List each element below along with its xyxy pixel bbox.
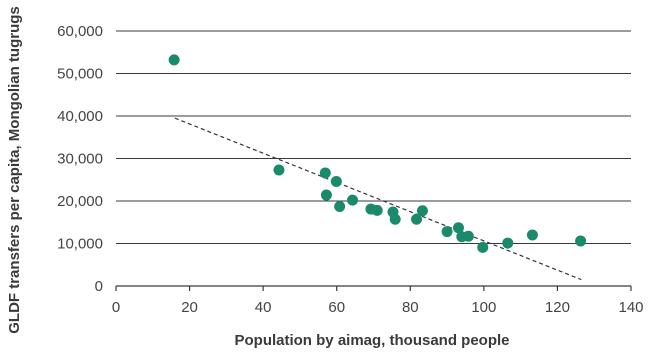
- y-tick-label: 10,000: [57, 236, 103, 253]
- data-point: [389, 213, 401, 225]
- x-tick-label: 20: [181, 299, 198, 316]
- data-point: [319, 167, 331, 179]
- y-tick-label: 40,000: [57, 108, 103, 125]
- data-point: [416, 205, 428, 217]
- tick-labels: 0 10,000 20,000 30,000 40,000 50,000 60,000 0 20…: [57, 23, 643, 316]
- trendline: [174, 117, 582, 281]
- x-tick-label: 80: [402, 299, 419, 316]
- data-point: [411, 213, 423, 225]
- data-point: [371, 204, 383, 216]
- data-point: [273, 164, 285, 176]
- x-tick-label: 0: [112, 299, 120, 316]
- data-point: [575, 235, 587, 247]
- y-tick-label: 20,000: [57, 193, 103, 210]
- data-point: [441, 226, 453, 238]
- data-point: [477, 241, 489, 253]
- y-axis-label: GLDF transfers per capita, Mongolian tug…: [6, 6, 23, 334]
- x-tick-label: 40: [255, 299, 272, 316]
- x-axis-label: Population by aimag, thousand people: [234, 332, 509, 349]
- data-point: [462, 230, 474, 242]
- x-tick-label: 120: [545, 299, 570, 316]
- data-point: [334, 201, 346, 213]
- data-point: [452, 222, 464, 234]
- y-tick-label: 60,000: [57, 23, 103, 40]
- y-tick-label: 0: [95, 278, 103, 295]
- x-tick-label: 100: [471, 299, 496, 316]
- data-point: [526, 229, 538, 241]
- data-points: [168, 54, 587, 253]
- data-point: [168, 54, 180, 66]
- gridlines: [115, 30, 632, 291]
- x-tick-label: 60: [328, 299, 345, 316]
- data-point: [502, 237, 514, 249]
- x-tick-label: 140: [618, 299, 643, 316]
- trendline-layer: [174, 117, 582, 281]
- data-point: [320, 189, 332, 201]
- data-point: [347, 194, 359, 206]
- data-point: [330, 175, 342, 187]
- y-tick-label: 50,000: [57, 66, 103, 83]
- y-tick-label: 30,000: [57, 151, 103, 168]
